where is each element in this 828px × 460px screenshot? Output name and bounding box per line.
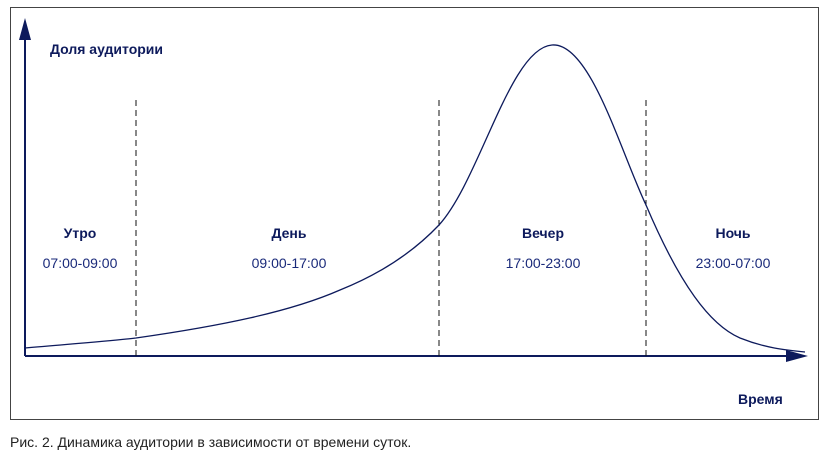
segment-name: Вечер [522,225,564,241]
caption: Рис. 2. Динамика аудитории в зависимости… [10,434,411,450]
segment-time: 07:00-09:00 [43,255,118,271]
x-axis-label: Время [738,391,783,407]
segment-time: 17:00-23:00 [506,255,581,271]
frame [10,7,819,420]
y-axis-label: Доля аудитории [50,41,163,57]
segment-name: Ночь [715,225,750,241]
audience-curve [24,44,806,353]
x-arrow [786,350,808,362]
segment-time: 23:00-07:00 [696,255,771,271]
y-arrow [19,18,31,40]
segment-name: Утро [64,225,97,241]
segment-time: 09:00-17:00 [252,255,327,271]
segment-name: День [272,225,307,241]
